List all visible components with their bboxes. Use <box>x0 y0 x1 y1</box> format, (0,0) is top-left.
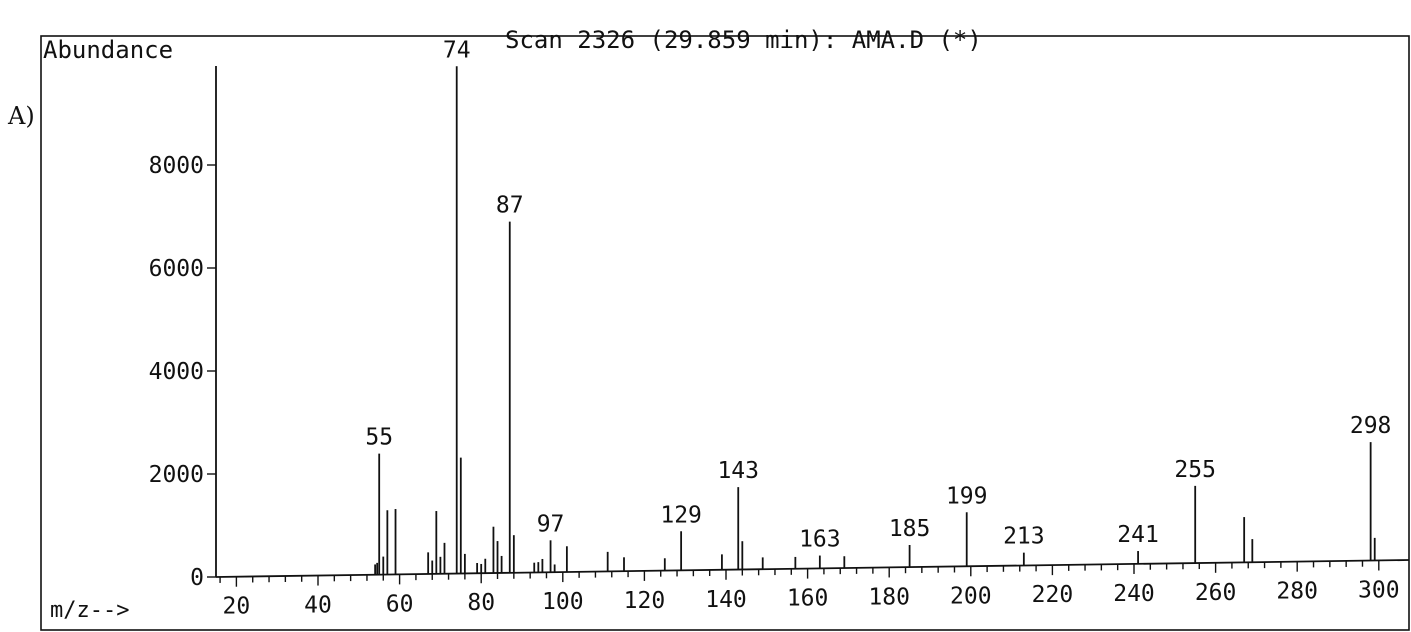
peak-label: 185 <box>889 516 931 542</box>
x-tick-label: 140 <box>705 587 747 613</box>
x-tick-label: 260 <box>1195 580 1237 606</box>
panel-label: A) <box>7 102 35 130</box>
peak-label: 55 <box>365 425 393 451</box>
x-tick-label: 220 <box>1032 582 1074 608</box>
peak-label: 87 <box>496 193 524 219</box>
x-tick-label: 280 <box>1276 579 1318 605</box>
x-tick-label: 80 <box>467 590 495 616</box>
peak-label: 199 <box>946 483 988 509</box>
peak-labels: 55 74 87 97 129 143 163 185 199 213 241 255 298 <box>365 37 1391 552</box>
peak-label: 129 <box>660 502 702 528</box>
peaks <box>374 66 1376 575</box>
plot-frame <box>40 35 1410 631</box>
x-tick-label: 100 <box>542 589 584 615</box>
peak-label: 143 <box>717 458 759 484</box>
y-tick-label: 4000 <box>149 359 204 385</box>
y-tick-label: 2000 <box>149 462 204 488</box>
y-axis-title: Abundance <box>43 36 173 64</box>
x-tick-label: 200 <box>950 583 992 609</box>
peak-label: 74 <box>443 37 471 63</box>
x-tick-label: 120 <box>624 588 666 614</box>
x-axis-line <box>215 559 1410 578</box>
x-ticks: 20 40 60 80 100 120 140 160 180 200 220 240 260 280 30… <box>219 560 1400 620</box>
x-tick-label: 20 <box>223 594 251 620</box>
peak-label: 163 <box>799 527 841 553</box>
peak-label: 255 <box>1174 457 1216 483</box>
x-tick-label: 240 <box>1113 581 1155 607</box>
x-tick-label: 180 <box>868 584 910 610</box>
x-tick-label: 300 <box>1358 577 1400 603</box>
peak-label: 241 <box>1117 522 1159 548</box>
scan-header: Scan 2326 (29.859 min): AMA.D (*) <box>505 26 982 54</box>
peak-label: 298 <box>1350 413 1392 439</box>
y-ticks: 0 2000 4000 6000 8000 <box>149 153 216 591</box>
x-tick-label: 40 <box>304 593 332 619</box>
x-axis-title: m/z--> <box>50 598 129 623</box>
peak-label: 97 <box>537 511 565 537</box>
peak-label: 213 <box>1003 524 1045 550</box>
x-tick-label: 160 <box>787 586 829 612</box>
x-tick-label: 60 <box>386 591 414 617</box>
y-tick-label: 0 <box>190 565 204 591</box>
y-tick-label: 8000 <box>149 153 204 179</box>
y-tick-label: 6000 <box>149 256 204 282</box>
